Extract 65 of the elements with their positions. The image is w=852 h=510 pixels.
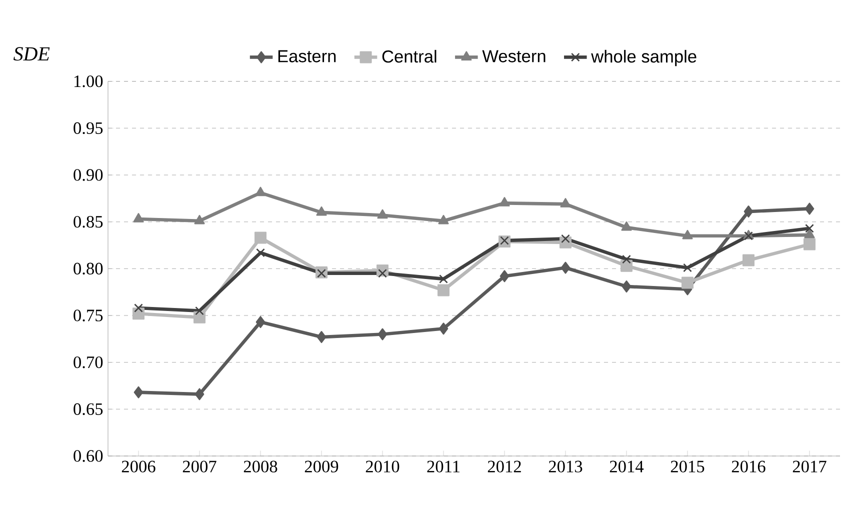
x-tick-label: 2011 [427, 460, 460, 472]
point [194, 311, 206, 324]
point [683, 263, 692, 272]
point [682, 230, 693, 240]
legend-label: whole sample [591, 50, 696, 66]
x-tick-label: 2016 [732, 460, 766, 472]
point [742, 254, 755, 266]
point [134, 304, 143, 312]
y-tick-label: 0.80 [74, 262, 103, 275]
x-tick-label: 2006 [122, 460, 156, 472]
point [500, 270, 510, 282]
x-tick-label: 2010 [366, 460, 400, 472]
legend-label: Central [382, 50, 436, 63]
point [499, 197, 510, 206]
x-tick-label: 2013 [548, 460, 582, 472]
point [744, 206, 754, 218]
y-tick-label: 0.95 [74, 122, 103, 134]
point [378, 328, 388, 340]
point [194, 214, 205, 224]
x-tick-label: 2007 [182, 460, 216, 472]
y-axis-title: SDE [14, 47, 50, 61]
y-tick-label: 0.70 [74, 356, 103, 368]
point [195, 306, 204, 316]
x-tick-label: 2017 [792, 460, 826, 472]
point [682, 276, 694, 289]
point [317, 268, 326, 278]
y-tick-label: 0.90 [74, 169, 103, 181]
point [621, 221, 632, 231]
point [256, 248, 265, 258]
point [622, 254, 631, 264]
point [560, 198, 571, 208]
y-tick-label: 0.65 [74, 403, 103, 416]
legend-label: Eastern [278, 50, 336, 62]
point [256, 316, 266, 328]
y-tick-label: 1.00 [74, 75, 103, 88]
point [254, 232, 267, 244]
point [804, 228, 815, 238]
point [378, 268, 387, 278]
y-tick-label: 0.85 [74, 216, 103, 228]
point [438, 214, 449, 224]
x-tick-label: 2015 [670, 460, 704, 472]
point [804, 202, 814, 215]
point [620, 260, 633, 272]
point [194, 388, 204, 400]
x-tick-label: 2014 [610, 460, 644, 472]
x-tick-label: 2009 [304, 460, 338, 472]
legend-label: Western [482, 50, 546, 62]
y-tick-label: 0.60 [74, 450, 103, 462]
y-tick-label: 0.75 [74, 310, 103, 322]
point [622, 280, 632, 292]
point [438, 284, 450, 296]
point [561, 234, 570, 244]
point [804, 238, 816, 250]
point [132, 308, 145, 320]
point [134, 386, 144, 398]
x-tick-label: 2012 [488, 460, 521, 472]
point [133, 213, 144, 222]
x-tick-label: 2008 [244, 460, 278, 472]
point [805, 224, 814, 233]
point [560, 262, 570, 274]
point [377, 209, 388, 219]
point [316, 331, 326, 344]
point [438, 322, 448, 335]
point [255, 186, 266, 196]
point [316, 206, 327, 216]
